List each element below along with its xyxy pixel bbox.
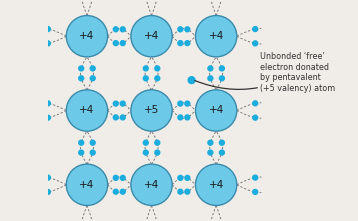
Circle shape (178, 101, 183, 106)
Circle shape (131, 90, 172, 131)
Circle shape (178, 175, 183, 180)
Circle shape (208, 66, 213, 71)
Circle shape (178, 27, 183, 32)
Circle shape (195, 90, 237, 131)
Circle shape (185, 175, 190, 180)
Circle shape (90, 150, 95, 155)
Circle shape (188, 77, 195, 84)
Circle shape (79, 66, 84, 71)
Circle shape (253, 175, 258, 180)
Circle shape (253, 101, 258, 106)
Circle shape (90, 66, 95, 71)
Circle shape (253, 115, 258, 120)
Circle shape (120, 189, 125, 194)
Circle shape (113, 189, 118, 194)
Text: +4: +4 (79, 31, 95, 41)
Circle shape (113, 41, 118, 46)
Text: +4: +4 (144, 31, 159, 41)
Circle shape (178, 189, 183, 194)
Circle shape (155, 66, 160, 71)
Circle shape (253, 41, 258, 46)
Circle shape (143, 150, 148, 155)
Circle shape (178, 41, 183, 46)
Circle shape (113, 115, 118, 120)
Circle shape (90, 76, 95, 81)
Text: +4: +4 (144, 180, 159, 190)
Circle shape (219, 76, 224, 81)
Circle shape (178, 115, 183, 120)
Text: +4: +4 (79, 105, 95, 116)
Circle shape (45, 27, 50, 32)
Circle shape (155, 140, 160, 145)
Text: Unbonded ‘free’
electron donated
by pentavalent
(+5 valency) atom: Unbonded ‘free’ electron donated by pent… (195, 52, 335, 93)
Circle shape (120, 27, 125, 32)
Circle shape (45, 115, 50, 120)
Circle shape (185, 189, 190, 194)
Circle shape (219, 140, 224, 145)
Circle shape (113, 27, 118, 32)
Circle shape (143, 140, 148, 145)
Circle shape (143, 76, 148, 81)
Circle shape (79, 150, 84, 155)
Circle shape (143, 66, 148, 71)
Circle shape (113, 175, 118, 180)
Circle shape (120, 175, 125, 180)
Circle shape (185, 27, 190, 32)
Circle shape (45, 189, 50, 194)
Circle shape (66, 164, 108, 206)
Circle shape (185, 101, 190, 106)
Circle shape (208, 140, 213, 145)
Circle shape (120, 41, 125, 46)
Circle shape (66, 90, 108, 131)
Circle shape (208, 150, 213, 155)
Circle shape (219, 150, 224, 155)
Circle shape (185, 41, 190, 46)
Circle shape (185, 115, 190, 120)
Circle shape (90, 140, 95, 145)
Circle shape (45, 41, 50, 46)
Circle shape (45, 175, 50, 180)
Circle shape (219, 66, 224, 71)
Circle shape (195, 164, 237, 206)
Circle shape (66, 15, 108, 57)
Circle shape (253, 189, 258, 194)
Circle shape (120, 101, 125, 106)
Circle shape (131, 164, 172, 206)
Text: +4: +4 (79, 180, 95, 190)
Circle shape (79, 76, 84, 81)
Text: +4: +4 (208, 31, 224, 41)
Circle shape (45, 101, 50, 106)
Circle shape (131, 15, 172, 57)
Circle shape (79, 140, 84, 145)
Circle shape (155, 76, 160, 81)
Circle shape (120, 115, 125, 120)
Circle shape (113, 101, 118, 106)
Text: +4: +4 (208, 180, 224, 190)
Text: +5: +5 (144, 105, 159, 116)
Circle shape (208, 76, 213, 81)
Circle shape (195, 15, 237, 57)
Text: +4: +4 (208, 105, 224, 116)
Circle shape (253, 27, 258, 32)
Circle shape (155, 150, 160, 155)
